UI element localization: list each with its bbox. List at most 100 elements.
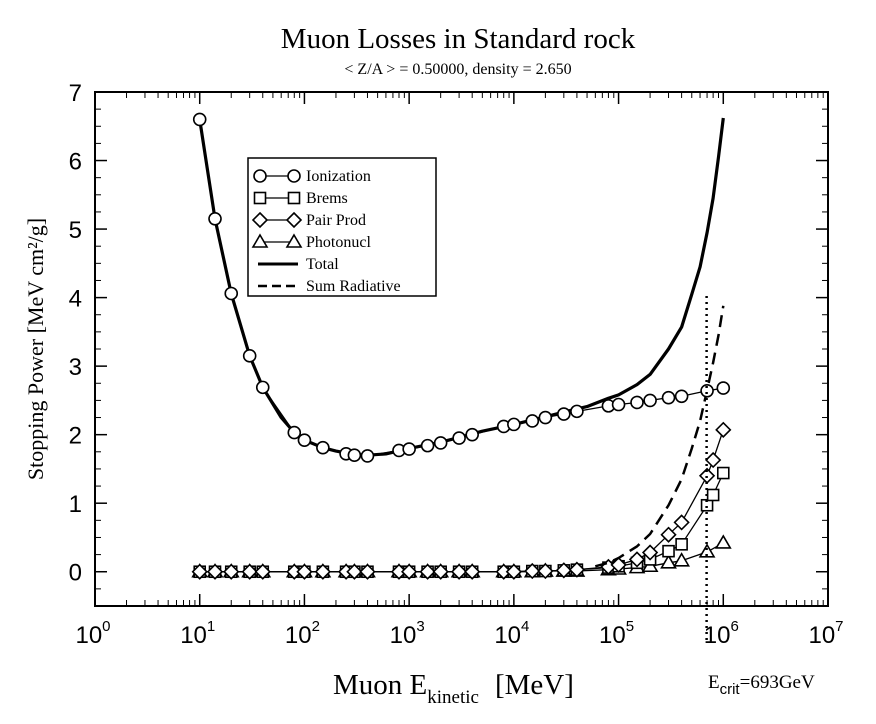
- x-tick-label: 104: [494, 618, 529, 649]
- x-axis-label: Muon Ekinetic [MeV]: [333, 669, 574, 708]
- legend-item: Total: [258, 256, 339, 273]
- ecrit-annotation: Ecrit=693GeV: [708, 672, 815, 698]
- x-tick-base: 10: [808, 622, 835, 649]
- x-axis-label-sub: kinetic: [427, 687, 479, 708]
- x-tick-exp: 2: [312, 618, 320, 635]
- diamond-marker: [346, 563, 363, 580]
- diamond-marker: [568, 561, 586, 578]
- series-markers-pair-prod: [191, 421, 732, 580]
- y-tick-label: 3: [69, 354, 82, 381]
- x-tick-base: 10: [75, 622, 102, 649]
- y-tick-label: 4: [69, 286, 82, 313]
- x-tick-exp: 3: [416, 618, 424, 635]
- legend-item: Pair Prod: [251, 211, 366, 229]
- triangle-marker: [660, 554, 677, 569]
- x-tick-label: 101: [180, 618, 215, 649]
- x-tick-base: 10: [494, 622, 521, 649]
- y-tick-label: 7: [69, 80, 82, 107]
- x-tick-label: 103: [390, 618, 425, 649]
- x-tick-exp: 0: [102, 618, 110, 635]
- diamond-marker: [359, 563, 376, 580]
- x-tick-exp: 1: [207, 618, 215, 635]
- diamond-marker: [191, 563, 208, 580]
- series-layer: [191, 112, 732, 580]
- legend-item: Sum Radiative: [258, 278, 401, 295]
- ecrit-sub: crit: [720, 681, 741, 698]
- circle-marker: [507, 417, 521, 432]
- diamond-marker: [641, 544, 659, 561]
- diamond-marker: [524, 562, 541, 580]
- chart-title: Muon Losses in Standard rock: [281, 23, 636, 55]
- diamond-marker: [419, 563, 436, 580]
- legend-item: Brems: [253, 190, 348, 207]
- circle-marker: [347, 448, 362, 463]
- x-tick-base: 10: [180, 622, 207, 649]
- diamond-marker: [464, 563, 481, 580]
- circle-marker: [420, 438, 435, 453]
- y-tick-label: 6: [69, 149, 82, 176]
- x-tick-base: 10: [704, 622, 731, 649]
- circle-marker: [208, 211, 222, 226]
- diamond-marker: [314, 563, 331, 580]
- diamond-marker: [285, 211, 303, 229]
- circle-marker: [242, 349, 257, 363]
- circle-marker: [316, 440, 330, 455]
- diamond-marker: [450, 563, 468, 580]
- circle-marker: [253, 169, 267, 183]
- diamond-marker: [673, 514, 690, 531]
- legend-label: Total: [306, 256, 339, 273]
- series-markers-ionization: [192, 112, 731, 463]
- circle-marker: [643, 393, 657, 408]
- circle-marker: [570, 404, 584, 419]
- diamond-marker: [223, 563, 240, 580]
- x-tick-base: 10: [599, 622, 626, 649]
- square-marker: [716, 466, 730, 480]
- circle-marker: [402, 442, 416, 456]
- circle-marker: [452, 431, 466, 445]
- diamond-marker: [505, 563, 522, 580]
- x-tick-labels: 100 101 102 103 104 105 106 107: [75, 618, 843, 649]
- circle-marker: [360, 449, 375, 463]
- x-tick-label: 100: [75, 618, 110, 649]
- diamond-marker: [401, 563, 418, 580]
- circle-marker: [287, 169, 301, 183]
- diamond-marker: [537, 562, 554, 580]
- circle-marker: [716, 381, 731, 395]
- y-tick-label: 1: [69, 491, 82, 518]
- x-tick-label: 102: [285, 618, 320, 649]
- circle-marker: [192, 112, 207, 127]
- y-tick-label: 5: [69, 217, 82, 244]
- legend-label: Pair Prod: [306, 212, 366, 229]
- legend-item: Photonucl: [251, 233, 371, 251]
- chart-subtitle: < Z/A > = 0.50000, density = 2.650: [344, 61, 571, 78]
- triangle-marker: [285, 233, 303, 248]
- circle-marker: [255, 380, 270, 395]
- x-axis-label-unit: [MeV]: [495, 669, 574, 701]
- axis-ticks: [94, 91, 829, 607]
- circle-marker: [433, 436, 448, 450]
- legend-label: Sum Radiative: [306, 278, 401, 295]
- circle-marker: [525, 414, 540, 428]
- square-marker: [662, 544, 675, 558]
- diamond-marker: [241, 563, 258, 580]
- triangle-marker: [714, 534, 732, 549]
- circle-marker: [557, 407, 571, 421]
- y-tick-labels: 0 1 2 3 4 5 6 7: [69, 80, 82, 587]
- diamond-marker: [432, 563, 449, 580]
- x-tick-label: 106: [704, 618, 739, 649]
- x-tick-base: 10: [390, 622, 417, 649]
- diamond-marker: [660, 526, 677, 543]
- diamond-marker: [251, 211, 269, 229]
- legend-item: Ionization: [253, 168, 371, 185]
- x-tick-label: 107: [808, 618, 843, 649]
- circle-marker: [611, 397, 626, 412]
- diamond-marker: [628, 551, 646, 568]
- diamond-marker: [610, 556, 627, 574]
- diamond-marker: [254, 563, 271, 580]
- legend: Ionization Brems Pair Prod Photonucl Total Su…: [251, 168, 401, 295]
- circle-marker: [700, 384, 714, 398]
- circle-marker: [297, 433, 312, 447]
- diamond-marker: [715, 421, 732, 439]
- square-marker: [675, 538, 688, 551]
